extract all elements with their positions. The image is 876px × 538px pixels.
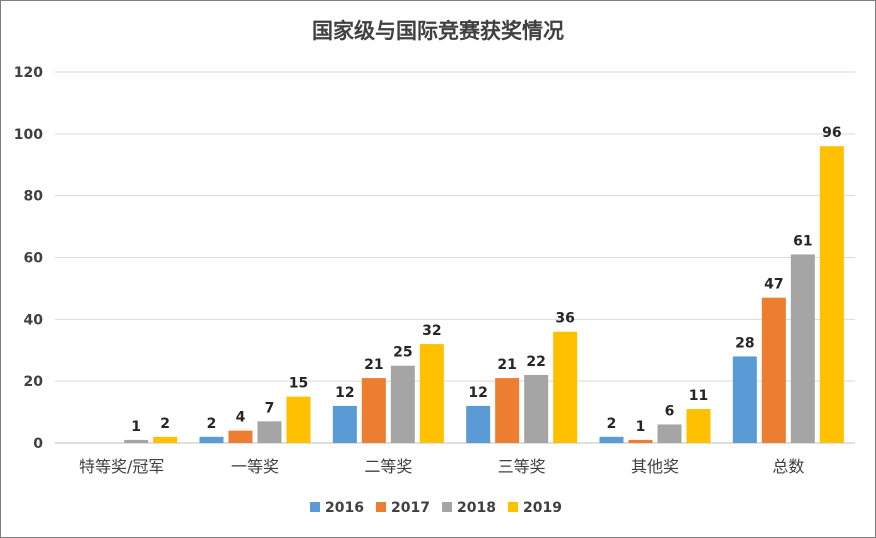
x-tick-label: 其他奖 (631, 457, 679, 476)
bar-2018-4 (657, 424, 682, 443)
bar-2019-1 (286, 396, 311, 443)
bar-2016-4 (599, 436, 624, 443)
data-label: 47 (764, 277, 783, 293)
chart-title: 国家级与国际竞赛获奖情况 (312, 19, 564, 43)
bar-2016-3 (466, 405, 491, 443)
legend-swatch-2017 (376, 502, 386, 512)
bar-2019-3 (553, 331, 578, 443)
data-label: 1 (131, 419, 141, 435)
legend-label: 2017 (391, 500, 430, 516)
bar-2016-1 (199, 436, 224, 443)
legend-swatch-2019 (508, 502, 518, 512)
data-label: 6 (665, 403, 675, 419)
y-tick-label: 40 (24, 312, 44, 328)
data-label: 25 (393, 345, 412, 361)
bar-2017-4 (628, 439, 653, 443)
bar-2019-2 (419, 344, 444, 443)
data-label: 22 (526, 354, 545, 370)
legend: 2016 2017 2018 2019 (310, 500, 562, 516)
legend-swatch-2016 (310, 502, 320, 512)
y-tick-label: 120 (14, 65, 43, 81)
y-tick-label: 20 (24, 374, 44, 390)
legend-label: 2016 (325, 500, 364, 516)
bar-2019-4 (686, 408, 711, 443)
data-label: 15 (289, 376, 308, 392)
data-label: 12 (468, 385, 487, 401)
y-tick-label: 100 (14, 127, 43, 143)
legend-label: 2019 (523, 500, 562, 516)
bar-2016-2 (332, 405, 357, 443)
y-tick-label: 60 (24, 251, 44, 267)
data-label: 2 (207, 416, 217, 432)
gridlines (55, 71, 855, 444)
data-label: 96 (822, 125, 841, 141)
data-label: 2 (607, 416, 617, 432)
data-label: 12 (335, 385, 354, 401)
legend-label: 2018 (457, 500, 496, 516)
x-tick-label: 二等奖 (364, 457, 412, 476)
data-label: 32 (422, 323, 441, 339)
x-tick-label: 三等奖 (498, 457, 546, 476)
x-tick-label: 一等奖 (231, 457, 279, 476)
bar-2017-2 (361, 378, 386, 443)
bar-2017-5 (761, 297, 786, 443)
bar-2018-2 (390, 365, 415, 443)
bar-2019-5 (819, 146, 844, 443)
data-label: 21 (364, 357, 383, 373)
y-axis-ticks: 0 20 40 60 80 100 120 (14, 65, 43, 452)
bar-2018-3 (524, 374, 549, 443)
data-label: 61 (793, 233, 812, 249)
x-tick-label: 总数 (772, 457, 804, 476)
data-label: 1 (636, 419, 646, 435)
data-label: 2 (160, 416, 170, 432)
bar-2018-5 (790, 254, 815, 443)
bar-2018-0 (124, 439, 149, 443)
data-label: 36 (555, 311, 574, 327)
legend-swatch-2018 (442, 502, 452, 512)
bar-2017-3 (495, 378, 520, 443)
y-tick-label: 80 (24, 189, 44, 205)
bar-2018-1 (257, 421, 282, 443)
data-label: 21 (497, 357, 516, 373)
data-label: 4 (236, 410, 246, 426)
y-tick-label: 0 (33, 436, 43, 452)
x-axis-ticks: 特等奖/冠军 一等奖 二等奖 三等奖 其他奖 总数 (79, 457, 804, 476)
bars (124, 146, 844, 443)
x-tick-label: 特等奖/冠军 (79, 457, 164, 476)
bar-2019-0 (153, 436, 178, 443)
data-label: 28 (735, 335, 754, 351)
bar-2017-1 (228, 430, 253, 443)
data-label: 7 (265, 400, 275, 416)
bar-2016-5 (732, 356, 757, 443)
data-label: 11 (689, 388, 708, 404)
